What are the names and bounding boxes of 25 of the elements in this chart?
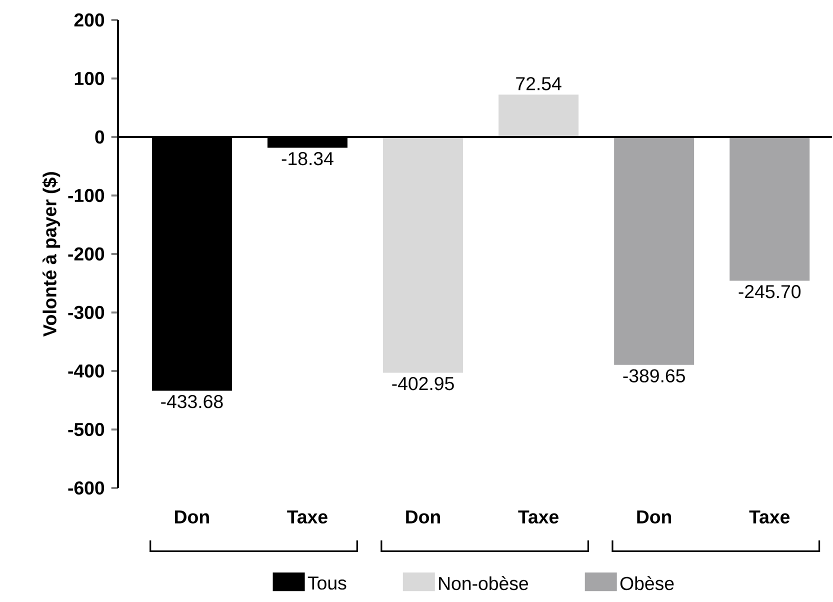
data-label: -389.65 xyxy=(623,369,685,382)
y-tick-label: -300 xyxy=(68,306,104,320)
x-tick-label: Don xyxy=(406,510,440,524)
x-tick-label: Don xyxy=(637,510,672,524)
y-axis-title: Volonté à payer ($) xyxy=(42,172,60,337)
legend-label: Obèse xyxy=(620,576,674,590)
y-tick-label: -100 xyxy=(68,188,104,202)
data-label: -18.34 xyxy=(282,152,334,166)
y-tick-label: -500 xyxy=(68,422,104,436)
x-tick-label: Taxe xyxy=(518,510,558,524)
data-label: -245.70 xyxy=(738,284,801,298)
x-tick-label: Taxe xyxy=(749,510,790,524)
data-label: -402.95 xyxy=(392,376,454,390)
y-tick-label: -600 xyxy=(68,481,104,495)
legend-label: Tous xyxy=(308,576,346,590)
x-tick-label: Don xyxy=(175,510,209,524)
x-tick-label: Taxe xyxy=(287,510,328,524)
legend-label: Non-obèse xyxy=(439,576,528,590)
y-tick-label: 200 xyxy=(74,13,104,27)
y-tick-label: -400 xyxy=(68,364,104,378)
y-tick-label: 100 xyxy=(74,72,104,86)
y-tick-label: 0 xyxy=(95,130,104,144)
y-tick-label: -200 xyxy=(68,247,104,261)
data-label: -433.68 xyxy=(161,394,223,408)
data-label: 72.54 xyxy=(516,77,562,90)
